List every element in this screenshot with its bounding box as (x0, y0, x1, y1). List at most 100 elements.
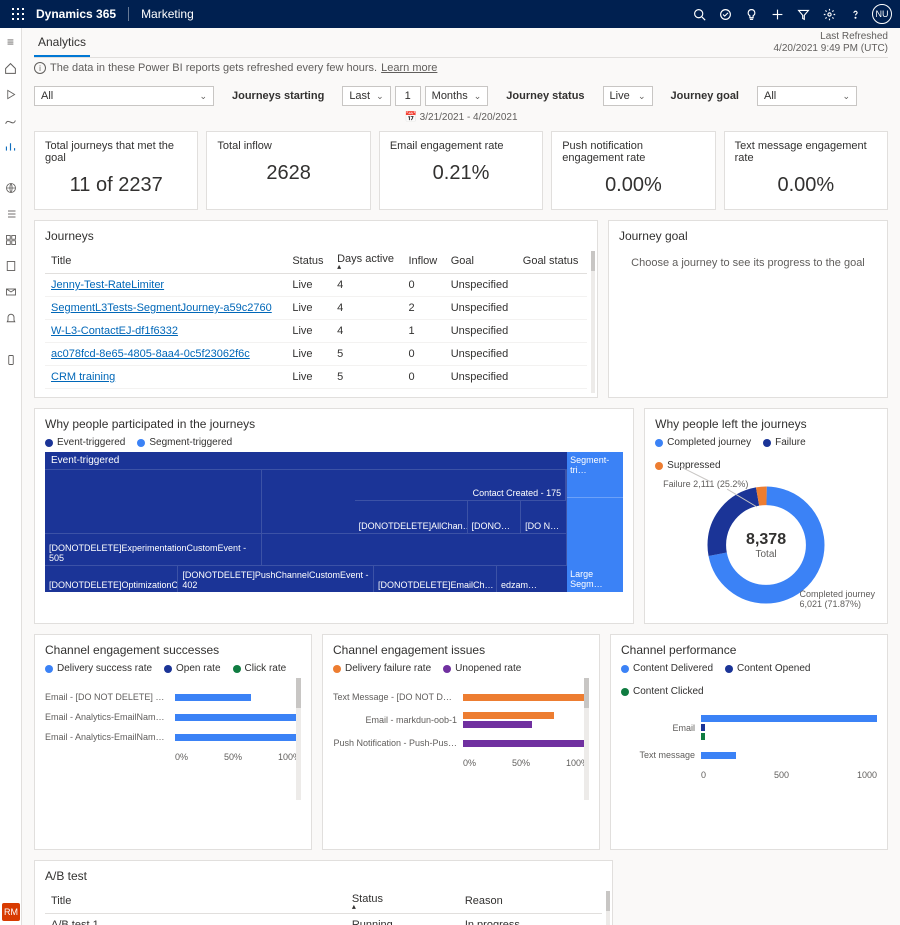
journey-link[interactable]: Jenny-Test-RateLimiter (45, 274, 286, 297)
treemap-cell[interactable]: [DO N… (521, 501, 566, 533)
treemap-cell[interactable]: [DONOTDELETE]EmailCh… (374, 566, 497, 592)
table-row[interactable]: SegmentL3Tests-SegmentJourney-a59c2760Li… (45, 297, 587, 320)
journey-goal-card: Journey goal Choose a journey to see its… (608, 220, 888, 398)
avatar[interactable]: NU (872, 4, 892, 24)
filter-last[interactable]: Last⌄ (342, 86, 390, 106)
table-header[interactable]: Inflow (402, 249, 444, 274)
scrollbar[interactable] (591, 251, 595, 393)
legend-item: Content Delivered (621, 663, 713, 674)
table-row[interactable]: Jenny-Test-RateLimiterLive40Unspecified (45, 274, 587, 297)
bar[interactable] (701, 752, 736, 759)
filter-goal[interactable]: All⌄ (757, 86, 857, 106)
legend-dot (655, 439, 663, 447)
filter-qty[interactable]: 1 (395, 86, 421, 106)
refresh-timestamp: 4/20/2021 9:49 PM (UTC) (774, 43, 889, 55)
bar[interactable] (175, 734, 301, 741)
treemap-cell[interactable]: Large Segm… (567, 497, 623, 592)
legend-item: Failure (763, 437, 806, 448)
bar-label: Email (621, 723, 701, 733)
task-icon[interactable] (712, 1, 738, 27)
table-header[interactable]: Reason (459, 889, 602, 914)
table-header[interactable]: Title (45, 889, 346, 914)
table-header[interactable]: Title (45, 249, 286, 274)
home-icon[interactable] (3, 60, 19, 76)
learn-more-link[interactable]: Learn more (381, 62, 437, 74)
treemap-cell[interactable]: edzam… (497, 566, 567, 592)
legend-dot (443, 665, 451, 673)
kpi-card: Text message engagement rate0.00% (724, 131, 888, 210)
filter-unit[interactable]: Months⌄ (425, 86, 489, 106)
bar[interactable] (463, 694, 589, 701)
scrollbar[interactable] (606, 891, 610, 925)
treemap-cell[interactable] (45, 470, 262, 533)
scrollbar[interactable] (584, 678, 589, 800)
kpi-card: Push notification engagement rate0.00% (551, 131, 715, 210)
gear-icon[interactable] (816, 1, 842, 27)
page-icon[interactable] (3, 258, 19, 274)
persona-badge[interactable]: RM (2, 903, 20, 921)
table-header[interactable]: Goal status (517, 249, 587, 274)
table-header[interactable]: Status (286, 249, 331, 274)
bar-group: Text Message - [DO NOT DEL… (333, 692, 589, 702)
table-header[interactable]: Status▴ (346, 889, 459, 914)
journey-icon[interactable] (3, 112, 19, 128)
app-launcher-icon[interactable] (8, 4, 28, 24)
table-header[interactable]: Days active▴ (331, 249, 402, 274)
plus-icon[interactable] (764, 1, 790, 27)
bar[interactable] (701, 733, 705, 740)
axis: 0%50%100% (333, 758, 589, 768)
legend-dot (233, 665, 241, 673)
bar[interactable] (463, 712, 554, 719)
legend-dot (763, 439, 771, 447)
hamburger-icon[interactable]: ≡ (3, 34, 19, 50)
legend-dot (621, 688, 629, 696)
table-row[interactable]: ac078fcd-8e65-4805-8aa4-0c5f23062f6cLive… (45, 343, 587, 366)
globe-icon[interactable] (3, 180, 19, 196)
mail-icon[interactable] (3, 284, 19, 300)
table-row[interactable]: A/B test 1RunningIn progress (45, 914, 602, 925)
play-icon[interactable] (3, 86, 19, 102)
search-icon[interactable] (686, 1, 712, 27)
label-status: Journey status (506, 90, 584, 102)
bar[interactable] (701, 724, 705, 731)
tab-analytics[interactable]: Analytics (34, 28, 90, 57)
bell-icon[interactable] (3, 310, 19, 326)
journey-link[interactable]: W-L3-ContactEJ-df1f6332 (45, 320, 286, 343)
treemap-cell[interactable]: [DONOTDELETE]ExperimentationCustomEvent … (45, 534, 262, 565)
filter-icon[interactable] (790, 1, 816, 27)
table-header[interactable]: Goal (445, 249, 517, 274)
journeys-table: TitleStatusDays active▴InflowGoalGoal st… (45, 249, 587, 389)
table-row[interactable]: CRM trainingLive50Unspecified (45, 366, 587, 389)
lightbulb-icon[interactable] (738, 1, 764, 27)
journey-link[interactable]: CRM training (45, 366, 286, 389)
bar[interactable] (175, 714, 301, 721)
filter-all[interactable]: All⌄ (34, 86, 214, 106)
main-content: Analytics Last Refreshed 4/20/2021 9:49 … (22, 28, 900, 925)
table-row[interactable]: W-L3-ContactEJ-df1f6332Live41Unspecified (45, 320, 587, 343)
bar[interactable] (463, 740, 589, 747)
journey-link[interactable]: ac078fcd-8e65-4805-8aa4-0c5f23062f6c (45, 343, 286, 366)
legend-item: Click rate (233, 663, 287, 674)
list-icon[interactable] (3, 206, 19, 222)
treemap-cell[interactable]: Segment-tri… (567, 452, 623, 497)
treemap-cell[interactable]: [DONOTDELETE]OptimizationCusto… (45, 566, 178, 592)
treemap-cell[interactable]: [DONOTDELETE]AllChan… (355, 501, 468, 533)
filter-status[interactable]: Live⌄ (603, 86, 653, 106)
kpi-label: Total inflow (217, 140, 359, 152)
bar[interactable] (463, 721, 532, 728)
help-icon[interactable] (842, 1, 868, 27)
phone-icon[interactable] (3, 352, 19, 368)
analytics-icon[interactable] (3, 138, 19, 154)
treemap-cell[interactable]: [DONO… (468, 501, 522, 533)
grid-icon[interactable] (3, 232, 19, 248)
kpi-label: Text message engagement rate (735, 140, 877, 164)
treemap-cell[interactable]: [DONOTDELETE]PushChannelCustomEvent - 40… (178, 566, 374, 592)
legend-dot (45, 665, 53, 673)
journey-link[interactable]: SegmentL3Tests-SegmentJourney-a59c2760 (45, 297, 286, 320)
bar-chart: Text Message - [DO NOT DEL…Email - markd… (333, 678, 589, 818)
info-icon: i (34, 62, 46, 74)
bar[interactable] (701, 715, 877, 722)
scrollbar[interactable] (296, 678, 301, 800)
bar[interactable] (175, 694, 251, 701)
treemap-cell[interactable]: Contact Created - 175 (469, 470, 567, 500)
